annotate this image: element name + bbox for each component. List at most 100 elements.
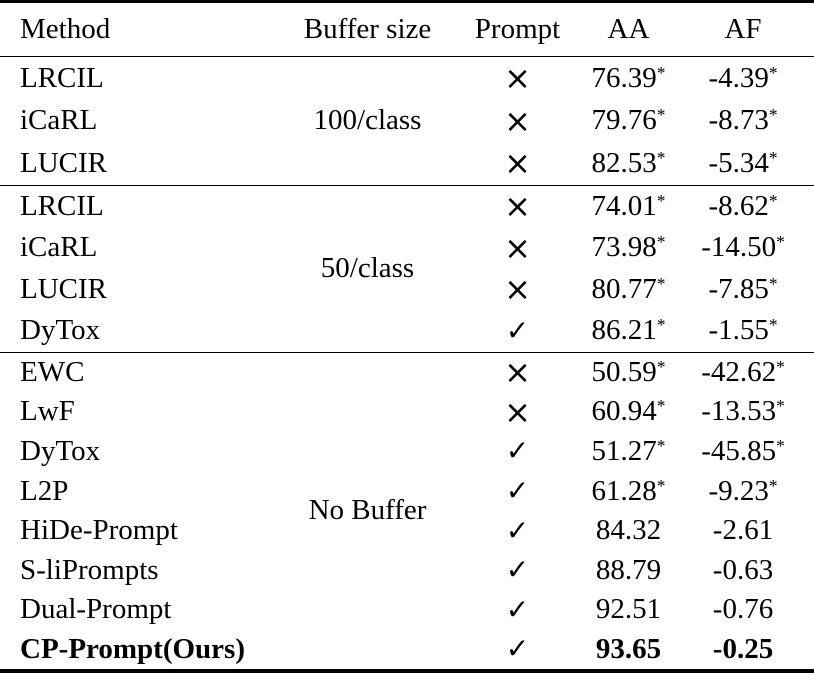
cross-icon: × [504,187,531,226]
table-top-rule [0,0,814,3]
af-number: -1.55 [708,314,769,347]
af-number: -0.76 [712,593,774,626]
cross-icon: × [504,144,531,183]
af-number: -7.85 [708,272,769,305]
aa-number: 88.79 [595,553,662,586]
aa-number: 73.98 [591,231,657,264]
af-value: -0.63 [672,553,814,586]
aa-value: 93.65 [585,632,672,665]
cross-icon: × [504,228,531,267]
cross-icon: × [504,353,531,392]
buffer-size-label: 100/class [313,104,422,137]
aa-value: 50.59* [585,355,672,388]
af-value: -45.85* [672,434,814,467]
col-header-af: AF [724,13,762,45]
aa-number: 79.76 [591,104,657,137]
aa-value: 84.32 [585,516,672,545]
method-name-ours: CP-Prompt(Ours) [20,632,245,665]
method-name: LRCIL [20,61,104,94]
af-value: -9.23* [672,474,814,507]
aa-value: 92.51 [585,595,672,624]
aa-number: 76.39 [591,61,657,94]
af-number: -2.61 [712,514,774,547]
af-value: -2.61 [672,516,814,545]
aa-value: 74.01* [585,189,672,222]
method-name: iCaRL [20,104,98,137]
aa-number: 60.94 [591,395,657,428]
aa-number: 80.77 [591,272,657,305]
buffer-group-100-class: 100/class LRCIL × 76.39* -4.39* iCaRL × … [0,57,814,186]
significance-star: * [656,475,666,496]
aa-number: 61.28 [591,474,657,507]
af-number: -5.34 [708,146,769,179]
method-name: LRCIL [20,189,104,222]
aa-number: 50.59 [591,355,657,388]
af-number: -14.50 [701,231,777,264]
method-name: iCaRL [20,231,98,264]
col-header-buffer-size: Buffer size [303,13,432,45]
af-value: -8.73* [672,106,814,135]
aa-value: 51.27* [585,434,672,467]
check-icon: ✓ [505,592,530,626]
af-number: -0.63 [712,553,774,586]
aa-number: 92.51 [595,593,662,626]
aa-value: 80.77* [585,272,672,305]
significance-star: * [768,105,778,126]
significance-star: * [768,190,778,211]
aa-value: 73.98* [585,233,672,262]
af-number: -45.85 [701,434,777,467]
significance-star: * [656,315,666,336]
af-number: -8.73 [708,104,769,137]
af-number: -13.53 [701,395,777,428]
col-header-aa: AA [607,13,650,45]
aa-value: 60.94* [585,397,672,426]
significance-star: * [768,62,778,83]
aa-value: 82.53* [585,146,672,179]
af-number: -42.62 [701,355,777,388]
check-icon: ✓ [505,513,530,547]
check-icon: ✓ [505,632,530,666]
significance-star: * [768,315,778,336]
aa-number: 82.53 [591,146,657,179]
buffer-group-no-buffer: No Buffer EWC × 50.59* -42.62* LwF × 60.… [0,353,814,670]
check-icon: ✓ [505,474,530,508]
significance-star: * [656,436,666,457]
significance-star: * [768,147,778,168]
significance-star: * [656,273,666,294]
af-number: -9.23 [708,474,769,507]
af-value: -8.62* [672,190,814,221]
aa-number: 51.27 [591,434,657,467]
col-header-prompt: Prompt [474,13,561,45]
significance-star: * [656,232,666,253]
significance-star: * [656,396,666,417]
aa-number: 86.21 [591,314,657,347]
aa-number: 93.65 [595,632,662,665]
buffer-size-label: No Buffer [308,494,427,527]
method-name: LUCIR [20,272,107,305]
af-value: -1.55* [672,316,814,345]
cross-icon: × [504,59,531,98]
cross-icon: × [504,270,531,309]
af-number: -0.25 [712,632,774,665]
aa-number: 74.01 [591,189,657,222]
significance-star: * [656,105,666,126]
af-value: -42.62* [672,355,814,388]
af-value: -4.39* [672,61,814,94]
method-name: DyTox [20,434,101,467]
significance-star: * [656,147,666,168]
significance-star: * [776,436,785,457]
af-value: -13.53* [672,397,814,426]
method-name: LwF [20,395,75,428]
check-icon: ✓ [505,434,530,468]
aa-value: 79.76* [585,106,672,135]
cross-icon: × [504,101,531,140]
af-value: -7.85* [672,272,814,305]
check-icon: ✓ [505,553,530,587]
method-name: S-liPrompts [20,553,159,586]
table-header-row: Method Buffer size Prompt AA AF [0,3,814,57]
col-header-method: Method [20,13,111,45]
significance-star: * [776,356,785,377]
af-number: -4.39 [708,61,769,94]
aa-value: 76.39* [585,61,672,94]
